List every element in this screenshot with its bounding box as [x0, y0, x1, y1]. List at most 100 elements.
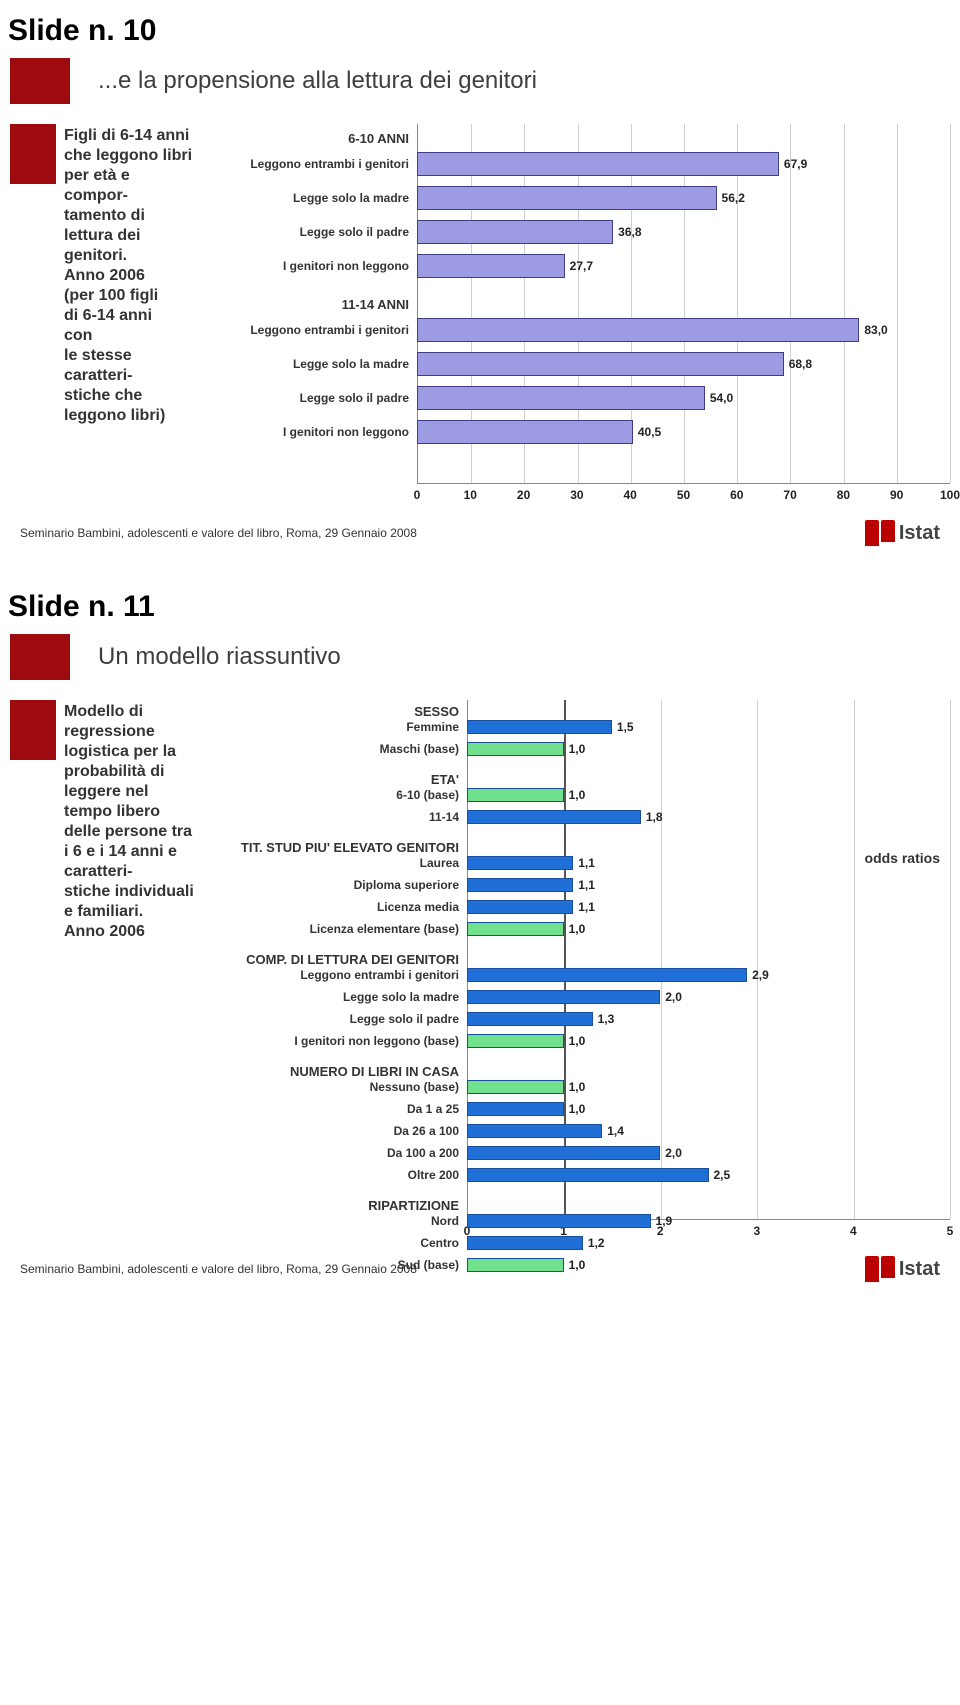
x-tick: 20: [517, 488, 530, 502]
slide-11-side: Modello di regressione logistica per la …: [10, 700, 195, 1220]
bar-value: 27,7: [565, 259, 593, 273]
bar: [417, 186, 717, 210]
bar: [417, 152, 779, 176]
bar-label: Da 26 a 100: [207, 1124, 467, 1138]
bar: [467, 1146, 660, 1160]
x-tick: 70: [783, 488, 796, 502]
bar-label: Nessuno (base): [207, 1080, 467, 1094]
bar-value: 67,9: [779, 157, 807, 171]
group-heading: 11-14 ANNI: [207, 297, 417, 312]
bar: [417, 420, 633, 444]
bar-label: Da 100 a 200: [207, 1146, 467, 1160]
bar-value: 1,3: [593, 1012, 615, 1026]
bar: [467, 1214, 651, 1228]
bar: [467, 990, 660, 1004]
bar-value: 2,0: [660, 1146, 682, 1160]
bar-label: I genitori non leggono (base): [207, 1034, 467, 1048]
x-tick: 30: [570, 488, 583, 502]
group-heading: TIT. STUD PIU' ELEVATO GENITORI: [207, 840, 467, 855]
bar: [467, 1102, 564, 1116]
bar: [467, 968, 747, 982]
x-tick: 40: [624, 488, 637, 502]
group-heading: 6-10 ANNI: [207, 131, 417, 146]
bar-value: 68,8: [784, 357, 812, 371]
bar-value: 40,5: [633, 425, 661, 439]
bar: [467, 1236, 583, 1250]
bar-label: Licenza elementare (base): [207, 922, 467, 936]
bar-value: 2,0: [660, 990, 682, 1004]
bar-label: Maschi (base): [207, 742, 467, 756]
bar: [467, 810, 641, 824]
bar-value: 2,9: [747, 968, 769, 982]
group-heading: SESSO: [207, 704, 467, 719]
bar-value: 1,0: [564, 1080, 586, 1094]
slide-10-side: Figli di 6-14 anni che leggono libri per…: [10, 124, 195, 484]
bar-value: 1,2: [583, 1236, 605, 1250]
bar-value: 36,8: [613, 225, 641, 239]
bar-label: Centro: [207, 1236, 467, 1250]
footer-logo: Istat: [865, 520, 940, 546]
bar-value: 1,0: [564, 742, 586, 756]
bar-value: 1,0: [564, 788, 586, 802]
footer-logo-text: Istat: [899, 522, 940, 545]
bar: [467, 1012, 593, 1026]
title-bullet: [10, 58, 70, 104]
odds-ratios-label: odds ratios: [865, 850, 940, 866]
x-tick: 80: [837, 488, 850, 502]
bar-label: I genitori non leggono: [207, 259, 417, 273]
bar-label: Femmine: [207, 720, 467, 734]
bar-value: 1,0: [564, 1102, 586, 1116]
bar: [417, 220, 613, 244]
bar-value: 56,2: [717, 191, 745, 205]
bar: [417, 254, 565, 278]
bar-label: Licenza media: [207, 900, 467, 914]
bar-label: Oltre 200: [207, 1168, 467, 1182]
bar: [467, 878, 573, 892]
bar-label: Diploma superiore: [207, 878, 467, 892]
slide-11-side-text: Modello di regressione logistica per la …: [64, 700, 195, 942]
bar-label: Legge solo la madre: [207, 990, 467, 1004]
bar-value: 1,9: [651, 1214, 673, 1228]
bar-value: 1,1: [573, 900, 595, 914]
x-tick: 50: [677, 488, 690, 502]
bar: [467, 720, 612, 734]
bar: [467, 1258, 564, 1272]
slide-10-title-row: ...e la propensione alla lettura dei gen…: [10, 58, 950, 104]
group-heading: ETA': [207, 772, 467, 787]
bar-label: Leggono entrambi i genitori: [207, 323, 417, 337]
bar-value: 1,5: [612, 720, 634, 734]
bar-value: 54,0: [705, 391, 733, 405]
logo-bars-icon: [865, 520, 895, 546]
group-heading: RIPARTIZIONE: [207, 1198, 467, 1213]
bar: [467, 1034, 564, 1048]
bar: [417, 318, 859, 342]
slide-10: ...e la propensione alla lettura dei gen…: [0, 58, 960, 576]
bar-value: 83,0: [859, 323, 887, 337]
x-tick: 90: [890, 488, 903, 502]
bar: [467, 922, 564, 936]
bar-value: 1,0: [564, 1034, 586, 1048]
bar-label: I genitori non leggono: [207, 425, 417, 439]
bar-label: Legge solo la madre: [207, 191, 417, 205]
bar-value: 1,0: [564, 1258, 586, 1272]
slide-11: Un modello riassuntivo Modello di regres…: [0, 634, 960, 1312]
x-tick: 10: [464, 488, 477, 502]
bar: [467, 900, 573, 914]
slide-11-title: Un modello riassuntivo: [98, 643, 341, 671]
slide-10-title: ...e la propensione alla lettura dei gen…: [98, 67, 537, 95]
bar: [467, 742, 564, 756]
slide-10-label: Slide n. 10: [8, 14, 960, 48]
bar-label: Nord: [207, 1214, 467, 1228]
bar: [467, 788, 564, 802]
side-bullet: [10, 700, 56, 760]
title-bullet: [10, 634, 70, 680]
bar-label: Legge solo il padre: [207, 1012, 467, 1026]
bar: [467, 1080, 564, 1094]
bar-label: 11-14: [207, 810, 467, 824]
x-tick: 100: [940, 488, 960, 502]
bar-label: Leggono entrambi i genitori: [207, 968, 467, 982]
slide-10-footer: Seminario Bambini, adolescenti e valore …: [10, 520, 950, 546]
bar: [467, 856, 573, 870]
slide-11-title-row: Un modello riassuntivo: [10, 634, 950, 680]
x-tick: 60: [730, 488, 743, 502]
